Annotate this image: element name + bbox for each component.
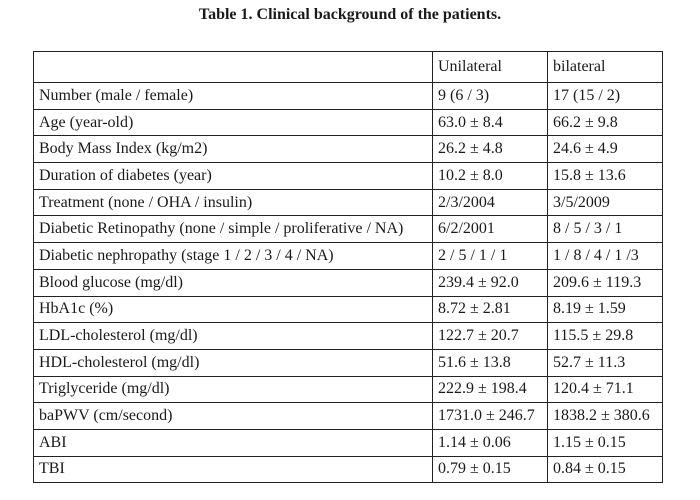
table-row: Blood glucose (mg/dl) 239.4 ± 92.0 209.6 ±… (33, 268, 663, 297)
row-label-cell: Diabetic nephropathy (stage 1 / 2 / 3 / … (33, 242, 433, 270)
row-label-cell: Treatment (none / OHA / insulin) (33, 188, 433, 217)
bilateral-value-cell: 8.19 ± 1.59 (547, 295, 663, 324)
bilateral-value-cell: 1.15 ± 0.15 (547, 428, 663, 457)
row-label-cell: Duration of diabetes (year) (33, 162, 433, 190)
table-row: Triglyceride (mg/dl) 222.9 ± 198.4 120.4 ±… (33, 375, 663, 404)
unilateral-value-cell: 239.4 ± 92.0 (432, 268, 548, 297)
bilateral-value-cell: 120.4 ± 71.1 (547, 375, 663, 404)
row-label-cell: ABI (33, 428, 433, 457)
unilateral-value-cell: 1.14 ± 0.06 (432, 428, 548, 457)
unilateral-value-cell: 1731.0 ± 246.7 (432, 402, 548, 430)
bilateral-value-cell: 66.2 ± 9.8 (547, 108, 663, 137)
bilateral-value-cell: 15.8 ± 13.6 (547, 162, 663, 190)
unilateral-value-cell: 9 (6 / 3) (432, 82, 548, 110)
unilateral-value-cell: 10.2 ± 8.0 (432, 162, 548, 190)
table-row: Duration of diabetes (year) 10.2 ± 8.0 15.… (33, 162, 663, 190)
table-caption: Table 1. Clinical background of the pati… (198, 6, 502, 23)
header-cell-unilateral: Unilateral (432, 51, 548, 83)
row-label-cell: TBI (33, 455, 433, 484)
bilateral-value-cell: 52.7 ± 11.3 (547, 348, 663, 377)
header-cell-bilateral: bilateral (547, 51, 663, 83)
row-label-cell: LDL-cholesterol (mg/dl) (33, 322, 433, 350)
row-label-cell: Age (year-old) (33, 108, 433, 137)
table-row: baPWV (cm/second) 1731.0 ± 246.7 1838.2 ± … (33, 402, 663, 430)
unilateral-value-cell: 2/3/2004 (432, 188, 548, 217)
row-label-cell: HDL-cholesterol (mg/dl) (33, 348, 433, 377)
table-row: ABI 1.14 ± 0.06 1.15 ± 0.15 (33, 428, 663, 457)
table-row: TBI 0.79 ± 0.15 0.84 ± 0.15 (33, 455, 663, 484)
row-label-cell: Diabetic Retinopathy (none / simple / pr… (33, 215, 433, 244)
table-row: Diabetic Retinopathy (none / simple / pr… (33, 215, 663, 244)
bilateral-value-cell: 8 / 5 / 3 / 1 (547, 215, 663, 244)
row-label-cell: Body Mass Index (kg/m2) (33, 135, 433, 164)
table-row: HbA1c (%) 8.72 ± 2.81 8.19 ± 1.59 (33, 295, 663, 324)
bilateral-value-cell: 1 / 8 / 4 / 1 /3 (547, 242, 663, 270)
bilateral-value-cell: 115.5 ± 29.8 (547, 322, 663, 350)
bilateral-value-cell: 209.6 ± 119.3 (547, 268, 663, 297)
row-label-cell: Triglyceride (mg/dl) (33, 375, 433, 404)
unilateral-value-cell: 8.72 ± 2.81 (432, 295, 548, 324)
table-row: LDL-cholesterol (mg/dl) 122.7 ± 20.7 115.5… (33, 322, 663, 350)
unilateral-value-cell: 222.9 ± 198.4 (432, 375, 548, 404)
bilateral-value-cell: 0.84 ± 0.15 (547, 455, 663, 484)
unilateral-value-cell: 26.2 ± 4.8 (432, 135, 548, 164)
row-label-cell: HbA1c (%) (33, 295, 433, 324)
unilateral-value-cell: 63.0 ± 8.4 (432, 108, 548, 137)
unilateral-value-cell: 122.7 ± 20.7 (432, 322, 548, 350)
unilateral-value-cell: 6/2/2001 (432, 215, 548, 244)
header-cell-blank (33, 51, 433, 83)
clinical-background-table: Unilateral bilateral Number (male / fema… (33, 51, 663, 484)
bilateral-value-cell: 17 (15 / 2) (547, 82, 663, 110)
table-row: Diabetic nephropathy (stage 1 / 2 / 3 / … (33, 242, 663, 270)
bilateral-value-cell: 3/5/2009 (547, 188, 663, 217)
row-label-cell: Number (male / female) (33, 82, 433, 110)
unilateral-value-cell: 2 / 5 / 1 / 1 (432, 242, 548, 270)
row-label-cell: Blood glucose (mg/dl) (33, 268, 433, 297)
unilateral-value-cell: 51.6 ± 13.8 (432, 348, 548, 377)
bilateral-value-cell: 24.6 ± 4.9 (547, 135, 663, 164)
table-row: Treatment (none / OHA / insulin) 2/3/2004… (33, 188, 663, 217)
table-row: Body Mass Index (kg/m2) 26.2 ± 4.8 24.6 ± … (33, 135, 663, 164)
header-row: Unilateral bilateral (33, 51, 663, 83)
table-row: Age (year-old) 63.0 ± 8.4 66.2 ± 9.8 (33, 108, 663, 137)
row-label-cell: baPWV (cm/second) (33, 402, 433, 430)
unilateral-value-cell: 0.79 ± 0.15 (432, 455, 548, 484)
table-row: HDL-cholesterol (mg/dl) 51.6 ± 13.8 52.7 ±… (33, 348, 663, 377)
table-row: Number (male / female) 9 (6 / 3) 17 (15 / … (33, 82, 663, 110)
bilateral-value-cell: 1838.2 ± 380.6 (547, 402, 663, 430)
